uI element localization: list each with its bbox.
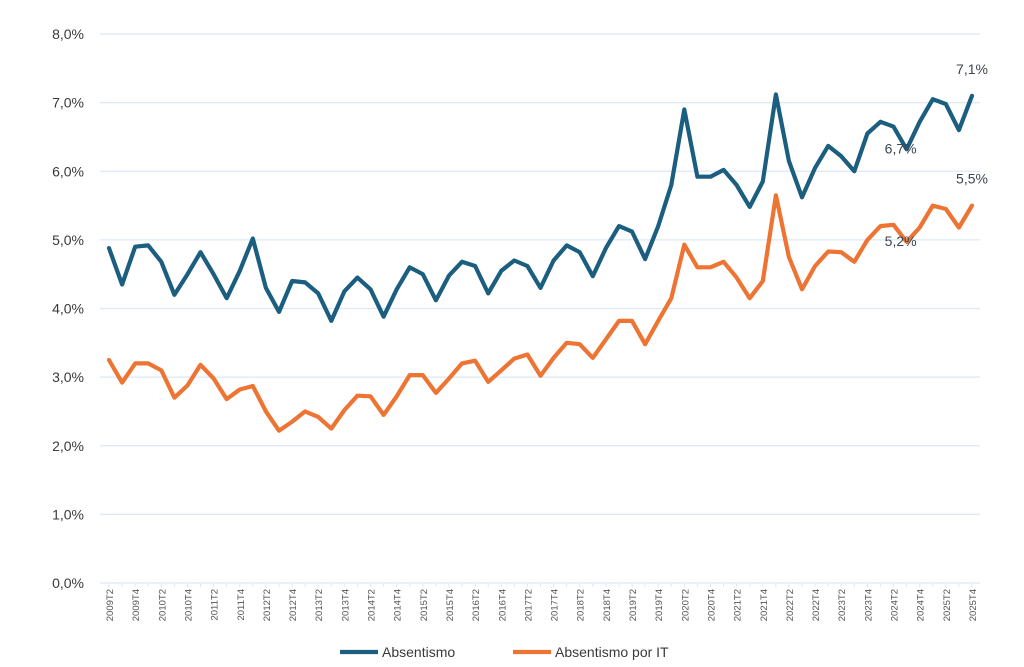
x-tick-label: 2014T2 [367,589,378,621]
legend-label: Absentismo por IT [555,644,669,660]
x-tick-label: 2021T2 [733,589,744,621]
y-axis: 0,0% 1,0% 2,0% 3,0% 4,0% 5,0% 6,0% 7,0% 8,0% [52,26,84,591]
x-tick-label: 2013T2 [314,589,325,621]
x-tick-label: 2016T2 [471,589,482,621]
y-tick-label: 4,0% [52,301,84,317]
x-tick-label: 2025T2 [942,589,953,621]
x-tick-label: 2017T2 [523,589,534,621]
x-tick-label: 2016T4 [497,589,508,621]
x-tick-label: 2020T2 [680,589,691,621]
y-tick-label: 0,0% [52,575,84,591]
legend: Absentismo Absentismo por IT [340,644,669,660]
x-tick-label: 2014T4 [393,589,404,621]
x-axis: 2009T2 2009T4 2010T2 2010T4 2011T2 2011T4 2012… [105,583,979,621]
x-tick-label: 2022T4 [811,589,822,621]
x-tick-label: 2009T2 [105,589,116,621]
series-line-absentismo-por-it [109,195,972,430]
x-tick-label: 2015T2 [419,589,430,621]
x-tick-label: 2017T4 [550,589,561,621]
x-tick-label: 2019T4 [654,589,665,621]
series-lines [109,94,972,430]
y-tick-label: 2,0% [52,438,84,454]
y-tick-label: 1,0% [52,506,84,522]
x-tick-label: 2018T4 [602,589,613,621]
x-tick-label: 2011T2 [210,589,221,621]
data-label: 5,5% [956,171,988,187]
series-line-absentismo [109,94,972,321]
x-tick-label: 2011T4 [236,589,247,621]
x-tick-label: 2009T4 [131,589,142,621]
y-tick-label: 5,0% [52,232,84,248]
data-labels: 6,7% 7,1% 5,2% 5,5% [885,61,988,249]
y-tick-label: 7,0% [52,95,84,111]
x-tick-label: 2020T4 [706,589,717,621]
x-tick-label: 2018T2 [576,589,587,621]
x-tick-label: 2013T4 [340,589,351,621]
data-label: 5,2% [885,233,917,249]
x-tick-label: 2019T2 [628,589,639,621]
data-label: 6,7% [885,140,917,156]
gridlines [100,34,980,583]
y-tick-label: 3,0% [52,369,84,385]
x-tick-label: 2024T2 [890,589,901,621]
x-tick-label: 2010T4 [183,589,194,621]
x-tick-label: 2022T2 [785,589,796,621]
x-tick-label: 2015T4 [445,589,456,621]
y-tick-label: 8,0% [52,26,84,42]
x-tick-label: 2023T4 [863,589,874,621]
x-tick-label: 2010T2 [157,589,168,621]
x-tick-label: 2024T4 [916,589,927,621]
x-tick-label: 2025T4 [968,589,979,621]
data-label: 7,1% [956,61,988,77]
x-tick-label: 2021T4 [759,589,770,621]
x-tick-label: 2012T2 [262,589,273,621]
x-tick-label: 2023T2 [837,589,848,621]
y-tick-label: 6,0% [52,163,84,179]
legend-label: Absentismo [382,644,455,660]
x-tick-label: 2012T4 [288,589,299,621]
